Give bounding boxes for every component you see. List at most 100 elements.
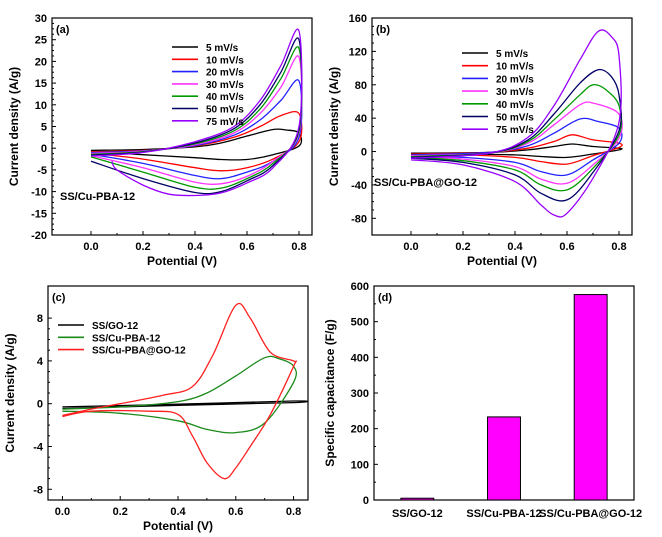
legend-label: 20 mV/s — [496, 74, 534, 85]
bar-ss-go-12 — [400, 497, 435, 501]
series-line-30-mv-s — [410, 101, 623, 185]
series-line-75-mv-s — [90, 28, 303, 197]
y-tick-label: 10 — [35, 100, 47, 112]
legend-label: SS/Cu-PBA@GO-12 — [92, 346, 186, 357]
bar-ss-cu-pba-12 — [487, 416, 521, 501]
series-line-ss-cu-pba-12 — [62, 355, 297, 434]
legend-label: 20 mV/s — [206, 68, 244, 79]
y-tick-label: 15 — [35, 78, 47, 90]
category-label: SS/GO-12 — [392, 508, 443, 520]
x-tick-label: 0.8 — [611, 241, 626, 253]
legend: 5 mV/s 10 mV/s20 mV/s 30 mV/s 40 mV/s 50 mV/… — [462, 49, 534, 136]
series-line-50-mv-s — [410, 68, 622, 202]
y-tick-label: 30 — [35, 13, 47, 25]
y-tick-label: 200 — [351, 424, 369, 436]
legend-label: 5 mV/s — [206, 43, 239, 54]
legend-label: SS/Cu-PBA-12 — [92, 333, 161, 344]
legend-label: 75 mV/s — [206, 117, 244, 128]
series-line-75-mv-s — [410, 29, 622, 218]
y-tick-label: -4 — [33, 442, 44, 454]
y-tick-label: 0 — [41, 143, 47, 155]
y-tick-label: 500 — [351, 317, 369, 329]
y-axis-label: Current density (A/g) — [7, 67, 21, 186]
y-tick-label: 120 — [349, 46, 367, 58]
y-tick-label: 600 — [351, 281, 369, 293]
x-tick-label: 0.2 — [113, 506, 128, 518]
y-axis-label: Current density (A/g) — [327, 67, 341, 186]
x-tick-label: 0.4 — [187, 241, 203, 253]
x-tick-label: 0.4 — [507, 241, 523, 253]
panel-label: (b) — [376, 24, 390, 36]
y-axis-label: Current density (A/g) — [3, 333, 17, 452]
legend-label: 50 mV/s — [206, 105, 244, 116]
legend-label: 30 mV/s — [206, 80, 244, 91]
sample-annotation: SS/Cu-PBA-12 — [60, 191, 135, 203]
x-tick-label: 0.2 — [455, 241, 470, 253]
x-axis-label: Potential (V) — [147, 254, 217, 268]
y-tick-label: 80 — [355, 80, 367, 92]
panel-b: -80 -40 0 40 80 120 160 0.0 0.2 0.4 0.6 0.8 5 mV/s 10… — [327, 13, 633, 268]
x-tick-label: 0.0 — [55, 506, 70, 518]
legend-label: 40 mV/s — [206, 92, 244, 103]
series-line-10-mv-s — [410, 134, 623, 165]
x-tick-label: 0.6 — [239, 241, 254, 253]
y-tick-label: -8 — [33, 484, 43, 496]
y-tick-label: -10 — [31, 187, 47, 199]
x-axis-label: Potential (V) — [143, 519, 213, 533]
x-tick-label: 0.8 — [286, 506, 301, 518]
x-tick-label: 0.6 — [559, 241, 574, 253]
y-tick-label: 160 — [349, 13, 367, 25]
y-tick-label: 0 — [361, 147, 367, 159]
legend-label: 10 mV/s — [206, 55, 244, 66]
bar-ss-cu-pba-go-12 — [573, 294, 608, 501]
y-tick-label: 20 — [35, 56, 47, 68]
legend-label: 75 mV/s — [496, 125, 534, 136]
panel-a: -20 -15 -10 -5 0 5 10 15 20 25 30 0.0 0.2 0.4 0.6 0.8 5 … — [7, 13, 313, 268]
y-tick-label: 0 — [37, 399, 43, 411]
series-line-5-mv-s — [410, 143, 623, 159]
y-axis-label: Specific capacitance (F/g) — [323, 319, 337, 466]
y-tick-label: -20 — [31, 230, 47, 242]
panel-label: (d) — [378, 292, 392, 304]
legend-label: 10 mV/s — [496, 62, 534, 73]
legend: 5 mV/s10 mV/s 20 mV/s30 mV/s40 mV/s 50 mV/… — [172, 43, 244, 128]
x-axis-label: Potential (V) — [467, 254, 537, 268]
legend-label: SS/GO-12 — [92, 321, 139, 332]
y-tick-label: 40 — [355, 113, 367, 125]
x-tick-label: 0.4 — [170, 506, 186, 518]
category-label: SS/Cu-PBA@GO-12 — [539, 508, 642, 520]
x-tick-label: 0.0 — [403, 241, 418, 253]
legend-label: 5 mV/s — [496, 49, 529, 60]
panel-label: (c) — [52, 292, 66, 304]
series-line-ss-go-12 — [62, 400, 309, 410]
x-tick-label: 0.0 — [83, 241, 98, 253]
category-label: SS/Cu-PBA-12 — [466, 508, 541, 520]
y-tick-label: 5 — [41, 122, 47, 134]
series-line-20-mv-s — [410, 117, 623, 177]
legend-label: 30 mV/s — [496, 87, 534, 98]
y-tick-label: 400 — [351, 352, 369, 364]
y-tick-label: 100 — [351, 459, 369, 471]
y-tick-label: 4 — [37, 356, 44, 368]
x-tick-label: 0.2 — [135, 241, 150, 253]
x-tick-label: 0.8 — [291, 241, 306, 253]
y-tick-label: -40 — [351, 180, 367, 192]
legend-label: 50 mV/s — [496, 113, 534, 124]
y-tick-label: 25 — [35, 35, 47, 47]
x-tick-label: 0.6 — [228, 506, 243, 518]
y-tick-label: 8 — [37, 313, 43, 325]
panel-c: -8 -4 0 4 8 0.0 0.2 0.4 0.6 0.8 SS/GO-12SS/Cu-PBA-… — [3, 285, 309, 533]
series-line-40-mv-s — [410, 83, 623, 192]
y-tick-label: 0 — [363, 495, 369, 507]
sample-annotation: SS/Cu-PBA@GO-12 — [374, 177, 477, 189]
y-tick-label: -5 — [37, 165, 47, 177]
y-tick-label: -80 — [351, 213, 367, 225]
y-tick-label: 300 — [351, 388, 369, 400]
series-line-ss-cu-pba-go-12 — [62, 302, 298, 480]
y-tick-label: -15 — [31, 208, 47, 220]
panel-label: (a) — [56, 24, 70, 36]
legend-label: 40 mV/s — [496, 100, 534, 111]
